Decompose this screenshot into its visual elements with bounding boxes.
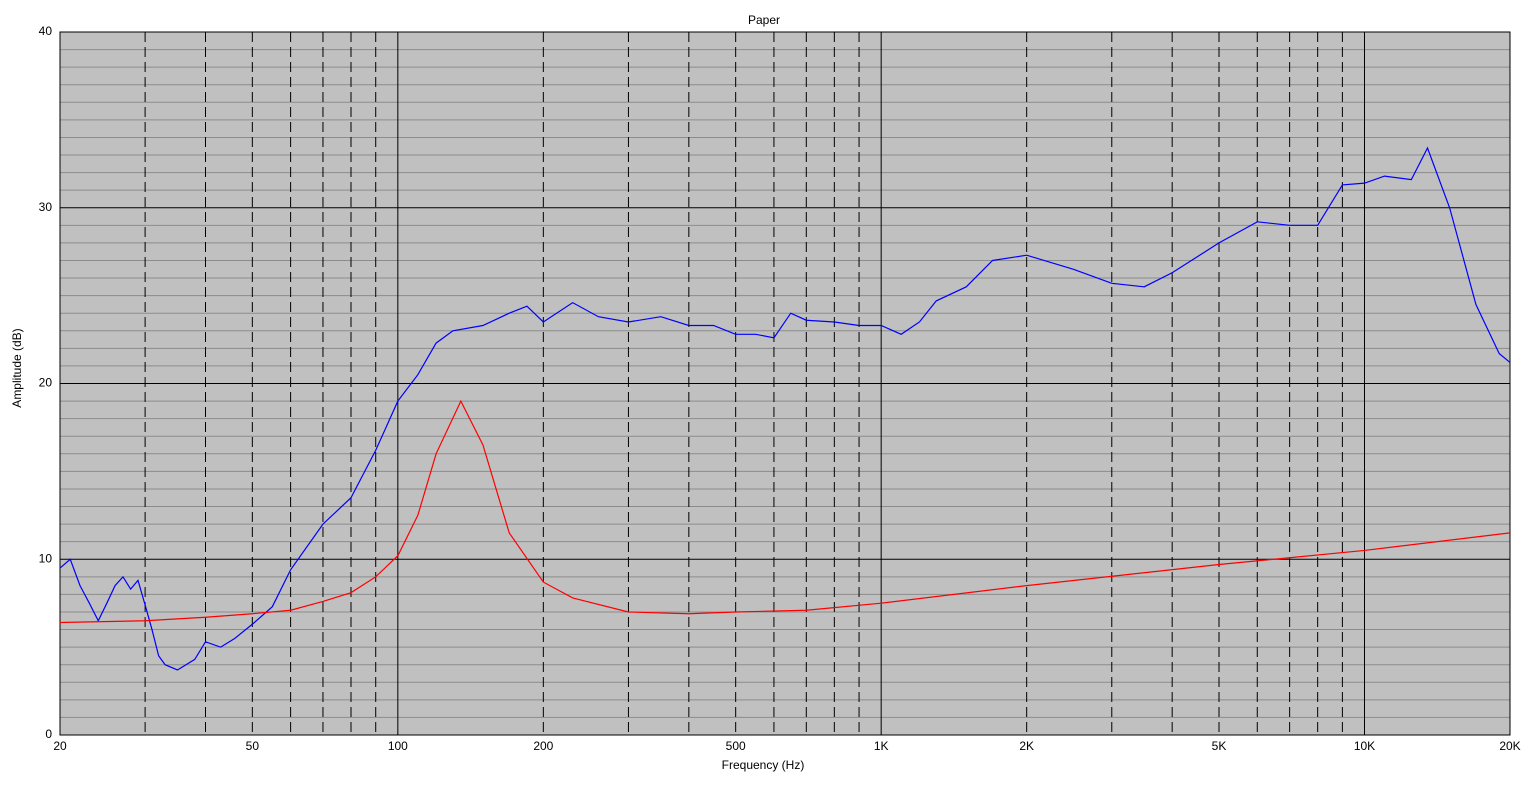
y-axis-label: Amplitude (dB) [10, 328, 24, 407]
y-tick-label: 0 [45, 727, 52, 741]
x-tick-label: 500 [726, 739, 746, 753]
series-line [59, 146, 1511, 671]
x-tick-label: 10K [1354, 739, 1375, 753]
x-tick-label: 5K [1212, 739, 1227, 753]
y-tick-label: 30 [39, 200, 53, 214]
x-tick-label: 200 [533, 739, 553, 753]
x-tick-label: 2K [1019, 739, 1034, 753]
x-axis-label: Frequency (Hz) [722, 758, 805, 772]
x-tick-label: 20 [53, 739, 67, 753]
x-tick-label: 20K [1499, 739, 1520, 753]
x-tick-label: 1K [874, 739, 889, 753]
chart-title: Paper [748, 13, 780, 27]
x-tick-label: 100 [388, 739, 408, 753]
y-tick-label: 10 [39, 551, 53, 565]
y-tick-label: 40 [39, 24, 53, 38]
x-tick-label: 50 [246, 739, 260, 753]
series-line [59, 399, 1511, 624]
plot-frame [59, 31, 1511, 736]
y-tick-label: 20 [39, 376, 53, 390]
